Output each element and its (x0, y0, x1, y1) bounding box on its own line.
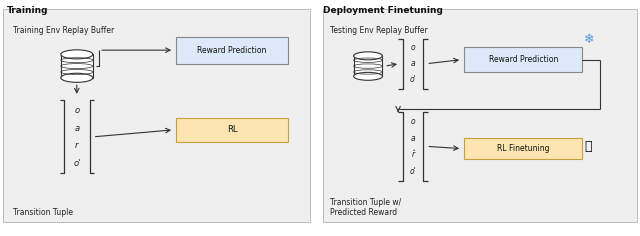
Text: Training Env Replay Buffer: Training Env Replay Buffer (13, 26, 114, 35)
Text: o': o' (73, 159, 81, 168)
Text: Testing Env Replay Buffer: Testing Env Replay Buffer (330, 26, 428, 35)
Text: r̂: r̂ (412, 150, 414, 159)
Text: ❄: ❄ (584, 33, 595, 46)
FancyBboxPatch shape (464, 47, 582, 72)
Text: o': o' (410, 75, 416, 84)
Text: a: a (410, 59, 415, 68)
Text: a: a (74, 123, 79, 133)
Text: o': o' (410, 167, 416, 176)
Text: Transition Tuple w/
Predicted Reward: Transition Tuple w/ Predicted Reward (330, 198, 401, 217)
Text: RL Finetuning: RL Finetuning (497, 144, 550, 153)
Text: Reward Prediction: Reward Prediction (488, 55, 558, 64)
Ellipse shape (61, 73, 93, 82)
Bar (61, 54, 93, 78)
FancyBboxPatch shape (323, 9, 637, 222)
Text: o: o (74, 106, 79, 115)
Text: o: o (410, 117, 415, 126)
Text: a: a (410, 134, 415, 143)
Ellipse shape (354, 72, 383, 80)
FancyBboxPatch shape (176, 37, 288, 64)
Text: o: o (410, 43, 415, 52)
Text: r: r (75, 141, 79, 150)
Text: Deployment Finetuning: Deployment Finetuning (323, 6, 443, 15)
Text: Transition Tuple: Transition Tuple (13, 208, 73, 217)
FancyBboxPatch shape (464, 138, 582, 159)
Ellipse shape (354, 52, 383, 60)
Ellipse shape (61, 50, 93, 59)
Text: RL: RL (227, 125, 237, 134)
Text: 🔥: 🔥 (584, 140, 592, 153)
FancyBboxPatch shape (176, 118, 288, 142)
FancyBboxPatch shape (3, 9, 310, 222)
Bar (354, 56, 383, 76)
Text: Training: Training (6, 6, 48, 15)
Text: Reward Prediction: Reward Prediction (197, 46, 267, 55)
